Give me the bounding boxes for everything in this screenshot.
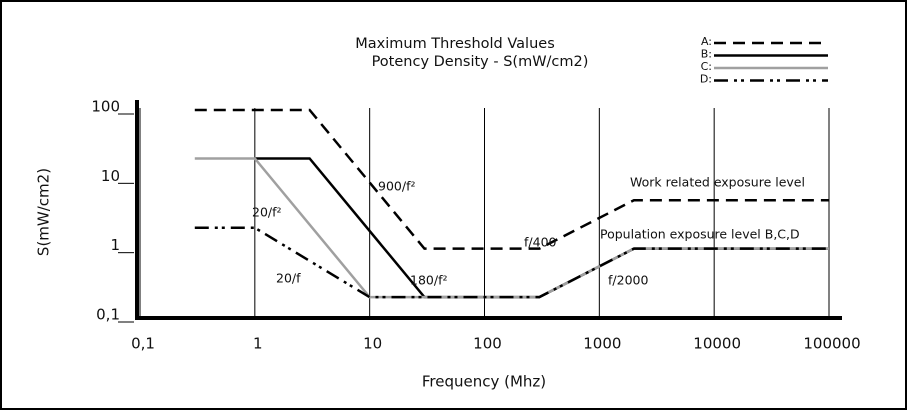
- y-tick-label: 1: [110, 236, 120, 254]
- x-tick-label: 10: [363, 335, 382, 353]
- annotation: f/2000: [608, 273, 648, 288]
- annotation: 180/f²: [410, 273, 447, 288]
- y-axis-label: S(mW/cm2): [35, 168, 53, 256]
- y-tick-label: 100: [91, 98, 120, 116]
- legend-label: D:: [700, 73, 712, 86]
- x-tick-label: 1: [253, 335, 263, 353]
- x-tick-label: 100000: [803, 335, 860, 353]
- chart-title: Maximum Threshold Values: [355, 36, 555, 52]
- legend-label: A:: [701, 35, 712, 48]
- x-tick-label: 100: [473, 335, 502, 353]
- series-line: [194, 108, 829, 250]
- y-tick-label: 0,1: [96, 306, 120, 324]
- x-axis-label: Frequency (Mhz): [422, 373, 546, 391]
- annotation: Population exposure level B,C,D: [600, 227, 800, 242]
- annotation: 20/f: [276, 271, 301, 286]
- y-tick-label: 10: [101, 167, 120, 185]
- annotation: f/400: [524, 235, 557, 250]
- annotation: 900/f²: [378, 179, 415, 194]
- annotation: 20/f²: [252, 205, 282, 220]
- chart-subtitle: Potency Density - S(mW/cm2): [372, 54, 589, 70]
- series-line: [194, 157, 829, 299]
- legend-label: B:: [701, 48, 712, 61]
- x-tick-label: 10000: [693, 335, 741, 353]
- legend-label: C:: [701, 60, 712, 73]
- annotation: Work related exposure level: [630, 175, 805, 190]
- x-tick-label: 0,1: [131, 335, 155, 353]
- x-tick-label: 1000: [583, 335, 621, 353]
